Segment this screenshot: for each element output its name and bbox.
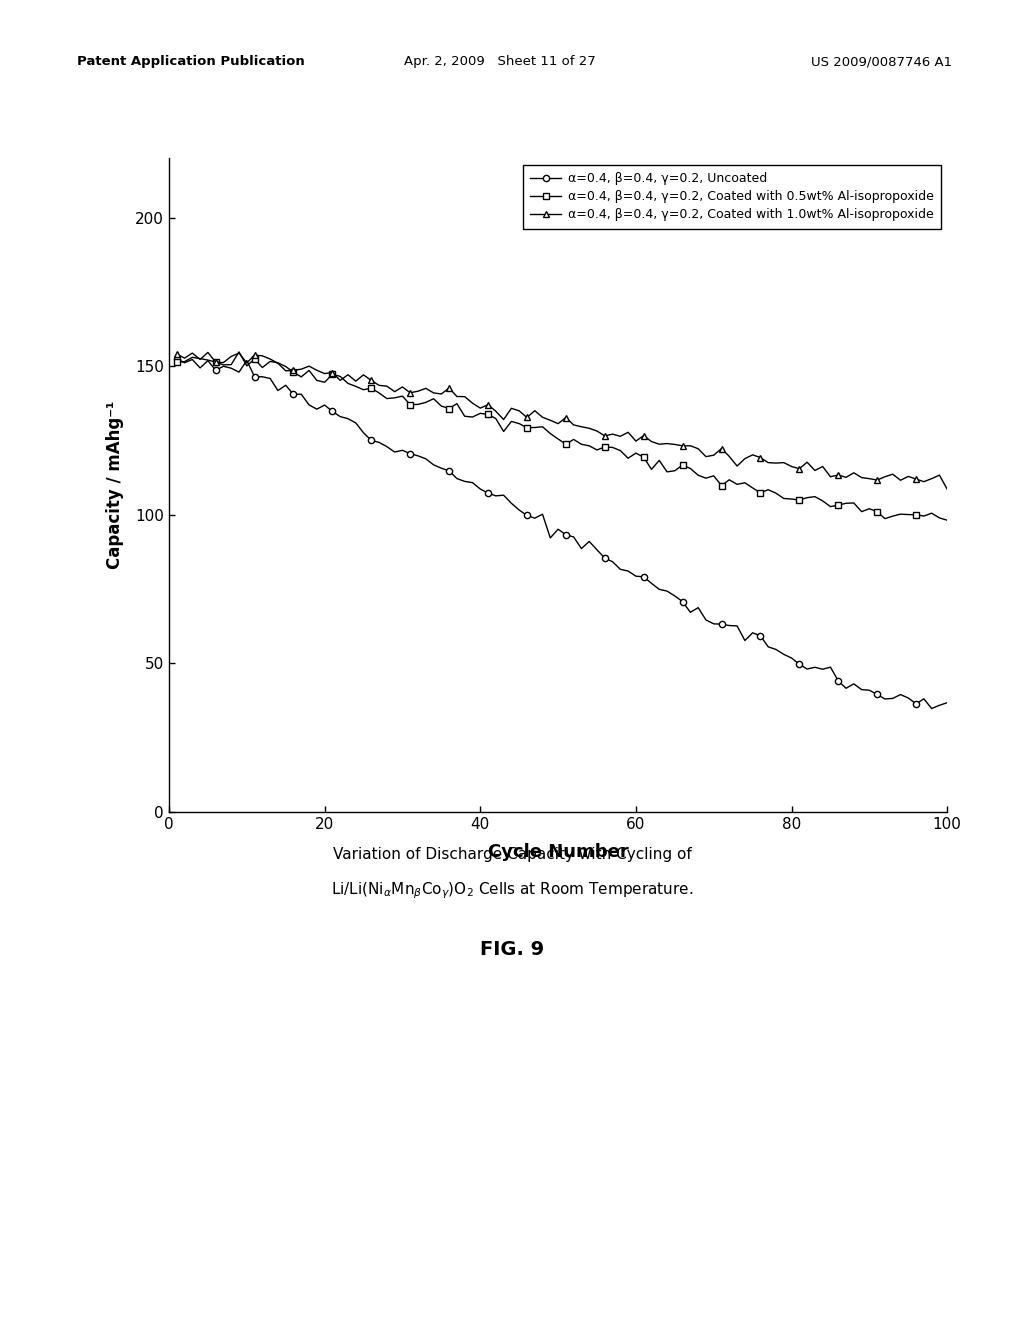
- α=0.4, β=0.4, γ=0.2, Uncoated: [318, 397, 331, 413]
- α=0.4, β=0.4, γ=0.2, Uncoated: [567, 529, 580, 545]
- α=0.4, β=0.4, γ=0.2, Coated with 1.0wt% Al-isopropoxide: [638, 428, 650, 444]
- Legend: α=0.4, β=0.4, γ=0.2, Uncoated, α=0.4, β=0.4, γ=0.2, Coated with 0.5wt% Al-isopro: α=0.4, β=0.4, γ=0.2, Uncoated, α=0.4, β=…: [522, 165, 941, 228]
- α=0.4, β=0.4, γ=0.2, Uncoated: [630, 569, 642, 585]
- α=0.4, β=0.4, γ=0.2, Uncoated: [879, 692, 891, 708]
- α=0.4, β=0.4, γ=0.2, Coated with 1.0wt% Al-isopropoxide: [171, 346, 183, 362]
- α=0.4, β=0.4, γ=0.2, Coated with 0.5wt% Al-isopropoxide: [232, 345, 245, 360]
- X-axis label: Cycle Number: Cycle Number: [487, 842, 629, 861]
- Line: α=0.4, β=0.4, γ=0.2, Coated with 1.0wt% Al-isopropoxide: α=0.4, β=0.4, γ=0.2, Coated with 1.0wt% …: [174, 350, 950, 492]
- α=0.4, β=0.4, γ=0.2, Uncoated: [902, 690, 914, 706]
- Line: α=0.4, β=0.4, γ=0.2, Uncoated: α=0.4, β=0.4, γ=0.2, Uncoated: [174, 355, 950, 711]
- Line: α=0.4, β=0.4, γ=0.2, Coated with 0.5wt% Al-isopropoxide: α=0.4, β=0.4, γ=0.2, Coated with 0.5wt% …: [174, 348, 950, 523]
- α=0.4, β=0.4, γ=0.2, Uncoated: [926, 701, 938, 717]
- Text: Apr. 2, 2009   Sheet 11 of 27: Apr. 2, 2009 Sheet 11 of 27: [404, 55, 596, 69]
- α=0.4, β=0.4, γ=0.2, Coated with 0.5wt% Al-isopropoxide: [171, 354, 183, 370]
- Text: US 2009/0087746 A1: US 2009/0087746 A1: [811, 55, 952, 69]
- Y-axis label: Capacity / mAhg⁻¹: Capacity / mAhg⁻¹: [106, 401, 124, 569]
- Text: FIG. 9: FIG. 9: [480, 940, 544, 958]
- α=0.4, β=0.4, γ=0.2, Coated with 0.5wt% Al-isopropoxide: [327, 367, 339, 383]
- α=0.4, β=0.4, γ=0.2, Coated with 1.0wt% Al-isopropoxide: [941, 482, 953, 498]
- α=0.4, β=0.4, γ=0.2, Uncoated: [349, 414, 361, 430]
- α=0.4, β=0.4, γ=0.2, Coated with 1.0wt% Al-isopropoxide: [357, 367, 370, 383]
- α=0.4, β=0.4, γ=0.2, Coated with 0.5wt% Al-isopropoxide: [638, 449, 650, 465]
- Text: Variation of Discharge Capacity with Cycling of: Variation of Discharge Capacity with Cyc…: [333, 847, 691, 862]
- α=0.4, β=0.4, γ=0.2, Uncoated: [171, 351, 183, 367]
- α=0.4, β=0.4, γ=0.2, Coated with 0.5wt% Al-isopropoxide: [910, 507, 923, 523]
- α=0.4, β=0.4, γ=0.2, Coated with 1.0wt% Al-isopropoxide: [910, 471, 923, 487]
- α=0.4, β=0.4, γ=0.2, Coated with 0.5wt% Al-isopropoxide: [941, 512, 953, 528]
- α=0.4, β=0.4, γ=0.2, Coated with 1.0wt% Al-isopropoxide: [887, 466, 899, 482]
- Text: Patent Application Publication: Patent Application Publication: [77, 55, 304, 69]
- α=0.4, β=0.4, γ=0.2, Coated with 0.5wt% Al-isopropoxide: [575, 437, 588, 453]
- α=0.4, β=0.4, γ=0.2, Coated with 0.5wt% Al-isopropoxide: [887, 508, 899, 524]
- α=0.4, β=0.4, γ=0.2, Coated with 1.0wt% Al-isopropoxide: [202, 345, 214, 360]
- α=0.4, β=0.4, γ=0.2, Coated with 1.0wt% Al-isopropoxide: [575, 418, 588, 434]
- Text: Li/Li(Ni$_{\alpha}$Mn$_{\beta}$Co$_{\gamma}$)O$_2$ Cells at Room Temperature.: Li/Li(Ni$_{\alpha}$Mn$_{\beta}$Co$_{\gam…: [331, 880, 693, 902]
- α=0.4, β=0.4, γ=0.2, Coated with 1.0wt% Al-isopropoxide: [327, 364, 339, 380]
- α=0.4, β=0.4, γ=0.2, Coated with 0.5wt% Al-isopropoxide: [357, 381, 370, 397]
- α=0.4, β=0.4, γ=0.2, Uncoated: [941, 694, 953, 710]
